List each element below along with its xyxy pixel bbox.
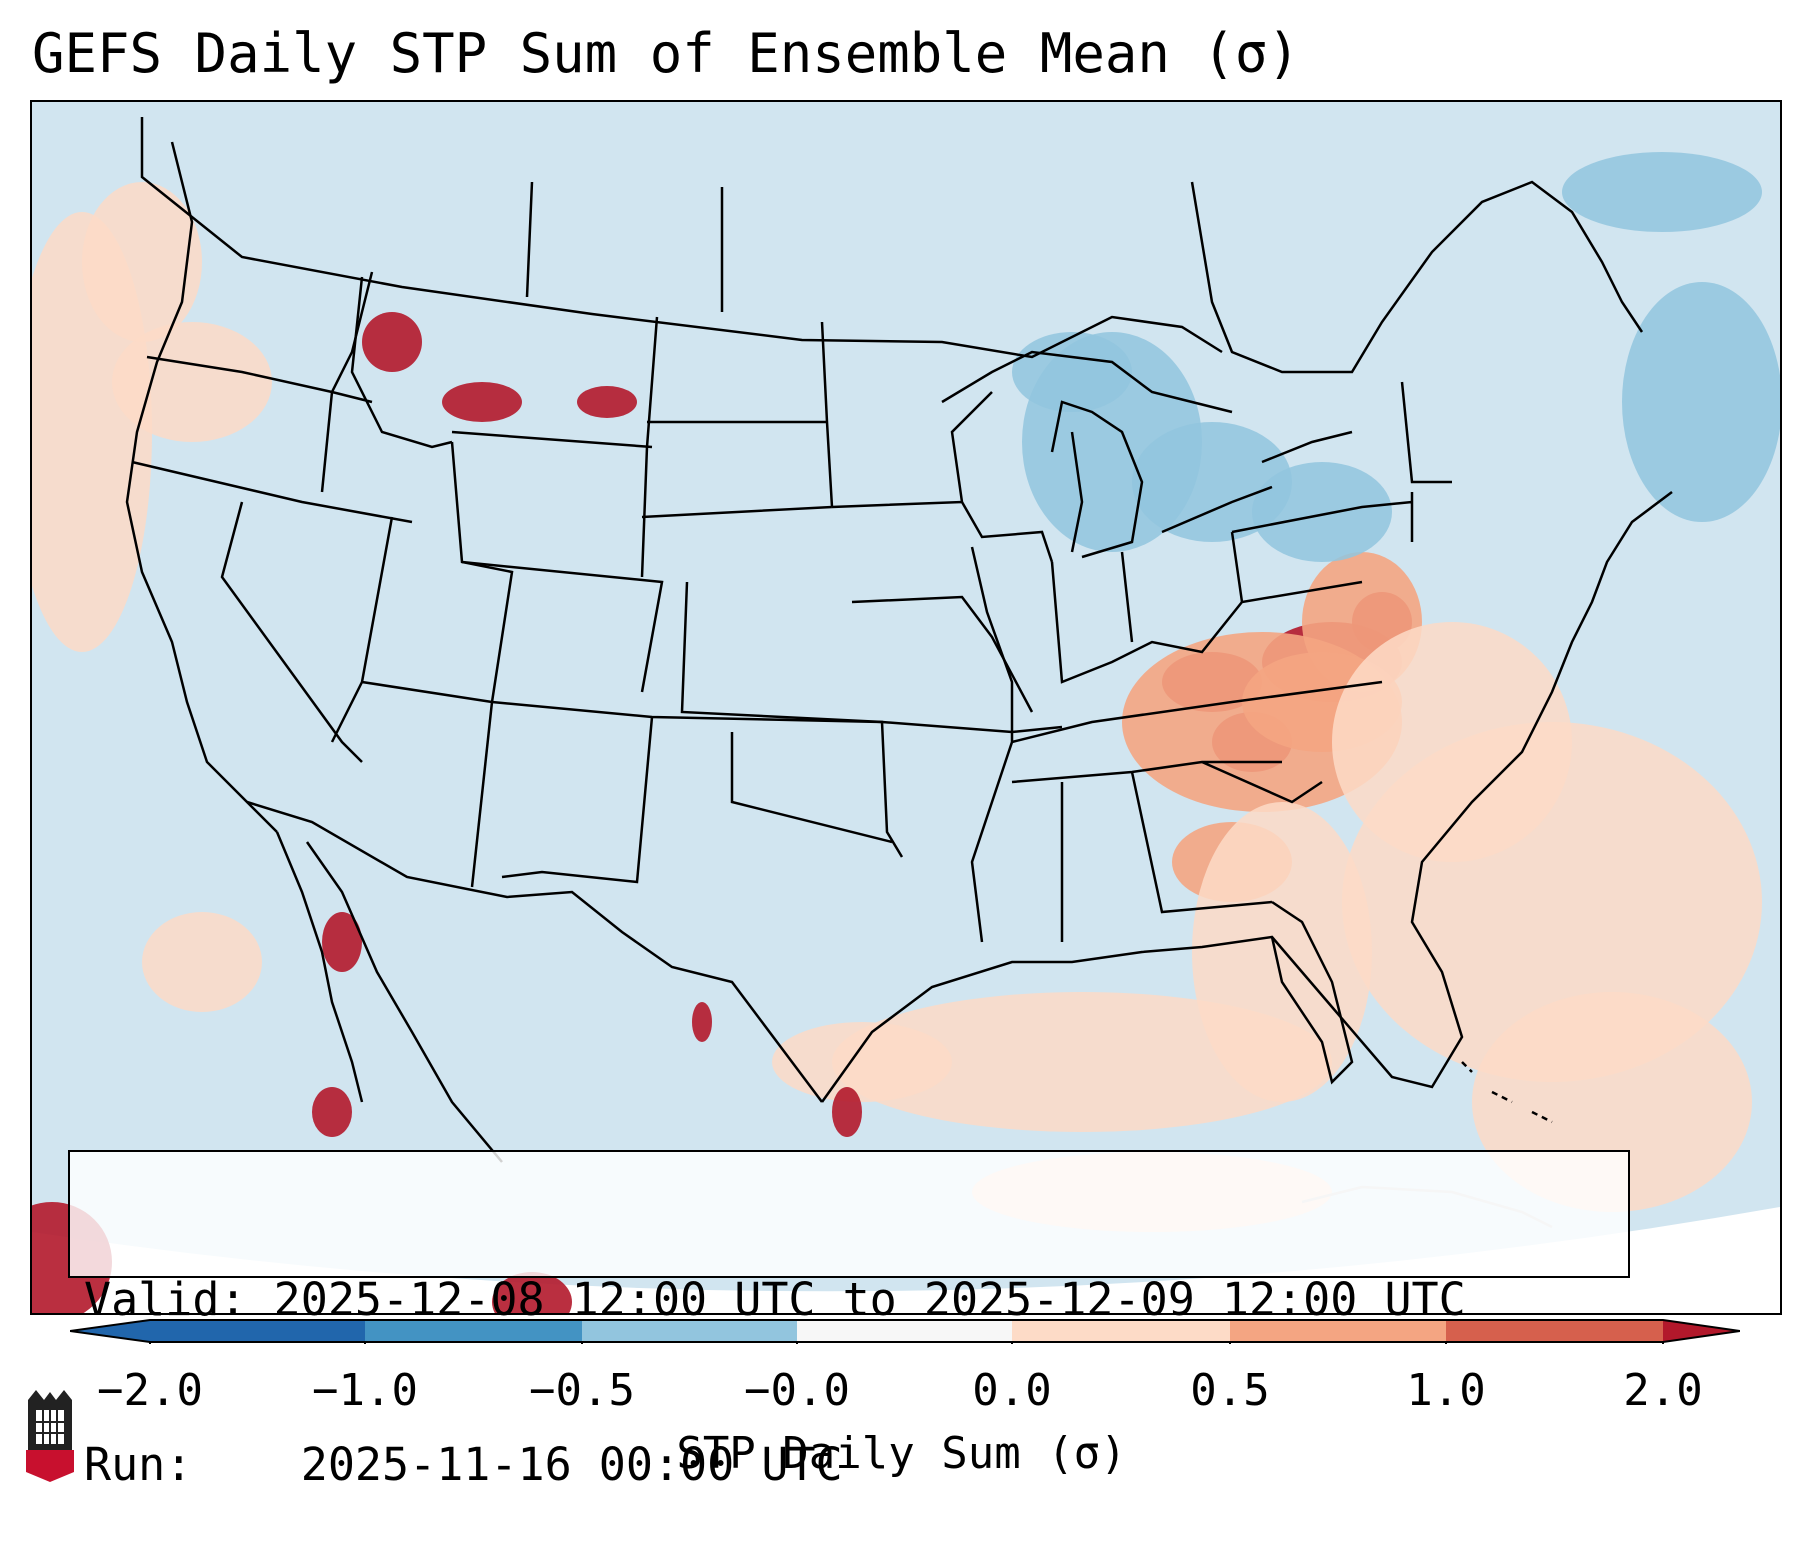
colorbar-extend-high xyxy=(1663,1320,1740,1342)
anomaly-blob-gulf-of-mexico xyxy=(772,1022,952,1102)
anomaly-blob-pacific-northwest-coast xyxy=(82,182,202,342)
niu-logo xyxy=(22,1388,78,1484)
canada-east xyxy=(1190,180,1644,374)
colorbar-bin xyxy=(365,1320,582,1342)
run-value: 2025-11-16 00:00 UTC xyxy=(300,1438,843,1491)
colorbar-bin xyxy=(150,1320,365,1342)
colorbar-bin xyxy=(1446,1320,1663,1342)
us-canada-border xyxy=(140,117,1223,359)
colorbar-label: STP Daily Sum (σ) xyxy=(676,1428,1127,1479)
colorbar-tick-label: −2.0 xyxy=(97,1365,203,1416)
colorbar-extend-low xyxy=(70,1320,150,1342)
colorbar-tick-label: −0.5 xyxy=(529,1365,635,1416)
anomaly-blob-florida-atlantic xyxy=(1192,802,1372,1102)
anomaly-blob-central-montana xyxy=(442,382,522,422)
colorbar-bin xyxy=(1012,1320,1230,1342)
colorbar-bin xyxy=(797,1320,1012,1342)
anomaly-blob-pacific-northwest-coast xyxy=(142,912,262,1012)
colorbar xyxy=(70,1319,1740,1344)
oregon-washington xyxy=(146,355,373,404)
lake-superior xyxy=(941,350,1233,414)
west-coast xyxy=(125,141,278,833)
valid-value: 2025-12-08 12:00 UTC to 2025-12-09 12:00… xyxy=(273,1273,1466,1326)
anomaly-blob-new-england-offshore xyxy=(1562,152,1762,232)
bahamas xyxy=(1461,1061,1553,1124)
nevada-california xyxy=(220,501,363,763)
valid-line: Valid: 2025-12-08 12:00 UTC to 2025-12-0… xyxy=(84,1272,1614,1327)
anomaly-blob-central-montana xyxy=(362,312,422,372)
colorbar-tick-label: −0.0 xyxy=(744,1365,850,1416)
map-panel xyxy=(30,100,1782,1315)
anomaly-blob-west-texas xyxy=(692,1002,712,1042)
gulf-coast xyxy=(820,491,1673,1103)
anomaly-blob-new-england-offshore xyxy=(1622,282,1780,522)
lake-erie-ontario xyxy=(1161,430,1353,534)
anomaly-blob-great-lakes xyxy=(1252,462,1392,562)
colorado-south xyxy=(361,680,883,724)
anomaly-blob-florida-atlantic xyxy=(1332,622,1572,862)
run-label: Run: xyxy=(84,1438,193,1491)
colorbar-bin xyxy=(1230,1320,1446,1342)
colorbar-tick-label: 0.0 xyxy=(972,1365,1052,1416)
map-canvas xyxy=(32,102,1780,1313)
projection-edge xyxy=(32,1207,1780,1313)
anomaly-blob-baja-california xyxy=(492,1272,572,1313)
michigan xyxy=(1050,400,1144,559)
anomaly-blob-central-montana xyxy=(577,386,637,418)
colorbar-tick-label: −1.0 xyxy=(312,1365,418,1416)
midwest xyxy=(831,391,1063,734)
chart-title: GEFS Daily STP Sum of Ensemble Mean (σ) xyxy=(32,22,1300,85)
valid-run-info-box: Valid: 2025-12-08 12:00 UTC to 2025-12-0… xyxy=(68,1150,1630,1491)
anomaly-blob-west-texas xyxy=(832,1087,862,1137)
valid-label: Valid: xyxy=(84,1273,247,1326)
colorbar-tick-label: 1.0 xyxy=(1406,1365,1486,1416)
oregon-california xyxy=(131,460,413,524)
idaho-west xyxy=(320,271,374,493)
anomaly-blob-pacific-northwest-coast xyxy=(112,322,272,442)
southeast-states xyxy=(1011,680,1383,942)
mexico-border xyxy=(246,800,823,1103)
northeast-states xyxy=(1230,381,1452,603)
anomaly-blob-great-lakes xyxy=(1012,332,1132,412)
run-line: Run: 2025-11-16 00:00 UTC xyxy=(84,1437,1614,1492)
nm-texas xyxy=(501,716,654,884)
colorbar-bin xyxy=(582,1320,797,1342)
montana-wyoming xyxy=(451,430,653,449)
niu-logo-icon xyxy=(26,1390,74,1482)
baja xyxy=(275,831,503,1163)
anomaly-blob-baja-california xyxy=(312,1087,352,1137)
arizona-nm xyxy=(470,701,494,888)
anomaly-blob-baja-california xyxy=(322,912,362,972)
florida xyxy=(1270,900,1354,1085)
utah-wyoming xyxy=(450,441,514,703)
wyoming-colorado xyxy=(461,560,664,693)
dakotas xyxy=(525,181,834,578)
boundaries xyxy=(125,117,1673,1229)
colorbar-tick-label: 0.5 xyxy=(1190,1365,1270,1416)
colorbar-tick-label: 2.0 xyxy=(1623,1365,1703,1416)
